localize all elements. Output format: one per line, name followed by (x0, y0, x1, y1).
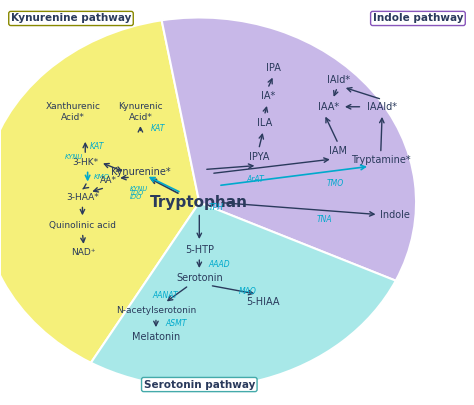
Wedge shape (91, 202, 396, 388)
Text: Kynurenine pathway: Kynurenine pathway (11, 13, 131, 23)
Text: MAO: MAO (238, 287, 256, 296)
Text: Indole: Indole (380, 209, 410, 220)
Text: N-acetylserotonin: N-acetylserotonin (116, 306, 196, 315)
Text: IAAld*: IAAld* (367, 102, 397, 112)
Text: 3-HK*: 3-HK* (72, 158, 98, 167)
Text: Serotonin pathway: Serotonin pathway (144, 379, 255, 390)
Text: Serotonin: Serotonin (176, 273, 223, 283)
Text: IPA: IPA (266, 63, 281, 73)
Text: IA*: IA* (261, 91, 275, 101)
Text: Melatonin: Melatonin (132, 332, 180, 342)
Text: IAM: IAM (329, 146, 347, 156)
Text: TMO: TMO (327, 179, 344, 188)
Text: 3-HAA*: 3-HAA* (66, 193, 99, 202)
Text: 5-HIAA: 5-HIAA (246, 297, 280, 307)
Text: AANAT: AANAT (153, 290, 178, 300)
Text: KYNU: KYNU (129, 186, 148, 192)
Text: Tryptophan: Tryptophan (150, 195, 248, 210)
Text: IAld*: IAld* (327, 75, 350, 85)
Text: Kynurenic
Acid*: Kynurenic Acid* (118, 102, 163, 122)
Text: TNA: TNA (316, 215, 332, 224)
Text: AA*: AA* (100, 176, 118, 185)
Text: KMO: KMO (94, 174, 110, 180)
Text: Indole pathway: Indole pathway (373, 13, 463, 23)
Text: Kynurenine*: Kynurenine* (110, 167, 170, 177)
Text: IPYA: IPYA (249, 152, 270, 162)
Wedge shape (162, 17, 416, 281)
Text: Tryptamine*: Tryptamine* (351, 155, 410, 165)
Text: ArAT: ArAT (246, 175, 264, 184)
Text: Xanthurenic
Acid*: Xanthurenic Acid* (46, 102, 100, 122)
Text: NAD⁺: NAD⁺ (72, 248, 96, 257)
Text: ILA: ILA (257, 118, 272, 128)
Text: TPH: TPH (209, 203, 224, 212)
Text: IAA*: IAA* (319, 102, 339, 112)
Text: AAAD: AAAD (209, 260, 230, 269)
Text: IDO: IDO (129, 194, 142, 200)
Text: KAT: KAT (151, 124, 165, 132)
Text: KAT: KAT (90, 142, 104, 151)
Text: Quinolinic acid: Quinolinic acid (49, 221, 116, 230)
Text: 5-HTP: 5-HTP (185, 245, 214, 255)
Text: KYNU: KYNU (64, 154, 83, 160)
Wedge shape (0, 20, 199, 363)
Text: ASMT: ASMT (165, 319, 187, 328)
Text: TDO: TDO (129, 190, 144, 196)
